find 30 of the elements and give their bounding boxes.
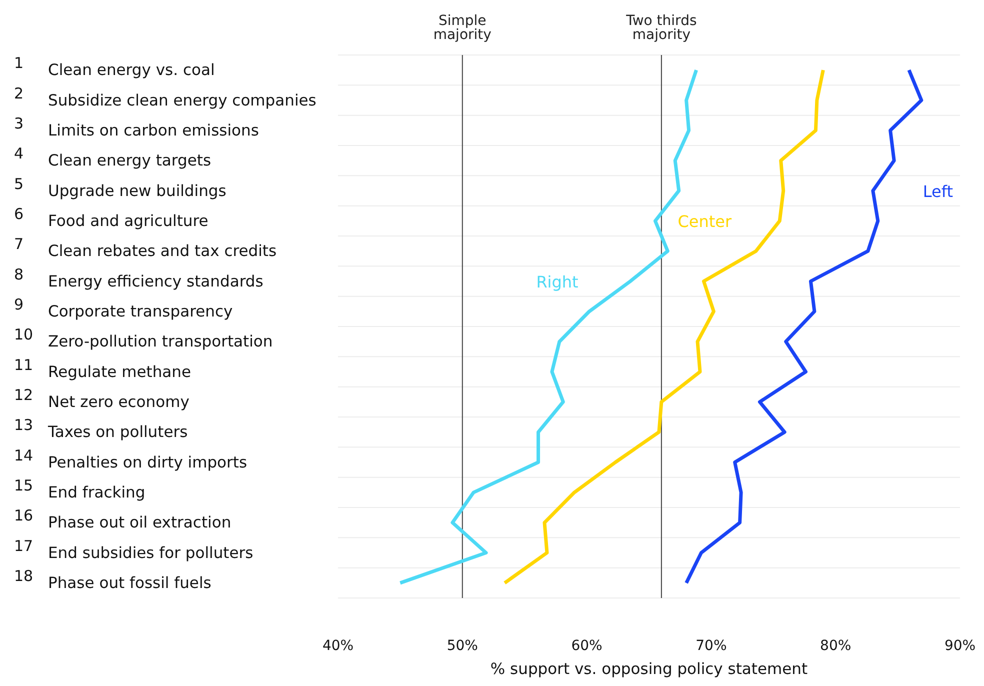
category-label: 7 Clean rebates and tax credits: [14, 235, 277, 260]
x-tick-label: 70%: [696, 638, 727, 654]
x-tick-label: 90%: [944, 638, 976, 654]
category-label: 2 Subsidize clean energy companies: [14, 84, 316, 110]
series-label: Right: [536, 272, 578, 292]
x-tick-label: 40%: [322, 638, 354, 654]
x-tick-label: 60%: [571, 638, 602, 654]
y-tick-label: 17 End subsidies for polluters: [14, 536, 254, 562]
category-label: 1 Clean energy vs. coal: [14, 54, 215, 80]
y-tick-label: 14 Penalties on dirty imports: [14, 446, 248, 472]
text: Left: [922, 182, 954, 201]
y-tick-label: 10 Zero-pollution transportation: [14, 326, 273, 351]
category-label: 5 Upgrade new buildings: [14, 174, 226, 200]
y-tick-label: 12 Net zero economy: [14, 386, 190, 411]
ref-line-label: Two thirds majority: [625, 12, 697, 43]
y-tick-label: 11 Regulate methane: [14, 356, 192, 381]
category-label: 6 Food and agriculture: [14, 204, 208, 230]
y-tick-label: 18 Phase out fossil fuels: [14, 566, 212, 592]
category-label: 9 Corporate transparency: [14, 295, 233, 320]
x-axis-title: % support vs. opposing policy statement: [490, 660, 808, 678]
ref-line-label: Simple majority: [433, 12, 492, 43]
category-label: 4 Clean energy targets: [14, 144, 212, 170]
y-tick-label: 16 Phase out oil extraction: [14, 506, 232, 532]
series-label: Center: [678, 212, 732, 231]
y-tick-label: 13 Taxes on polluters: [14, 416, 188, 442]
category-label: 3 Limits on carbon emissions: [14, 114, 259, 140]
category-label: 8 Energy efficiency standards: [14, 265, 264, 290]
x-tick-label: 50%: [446, 638, 478, 654]
y-tick-label: 15 End fracking: [14, 476, 146, 502]
x-tick-label: 80%: [820, 638, 852, 654]
